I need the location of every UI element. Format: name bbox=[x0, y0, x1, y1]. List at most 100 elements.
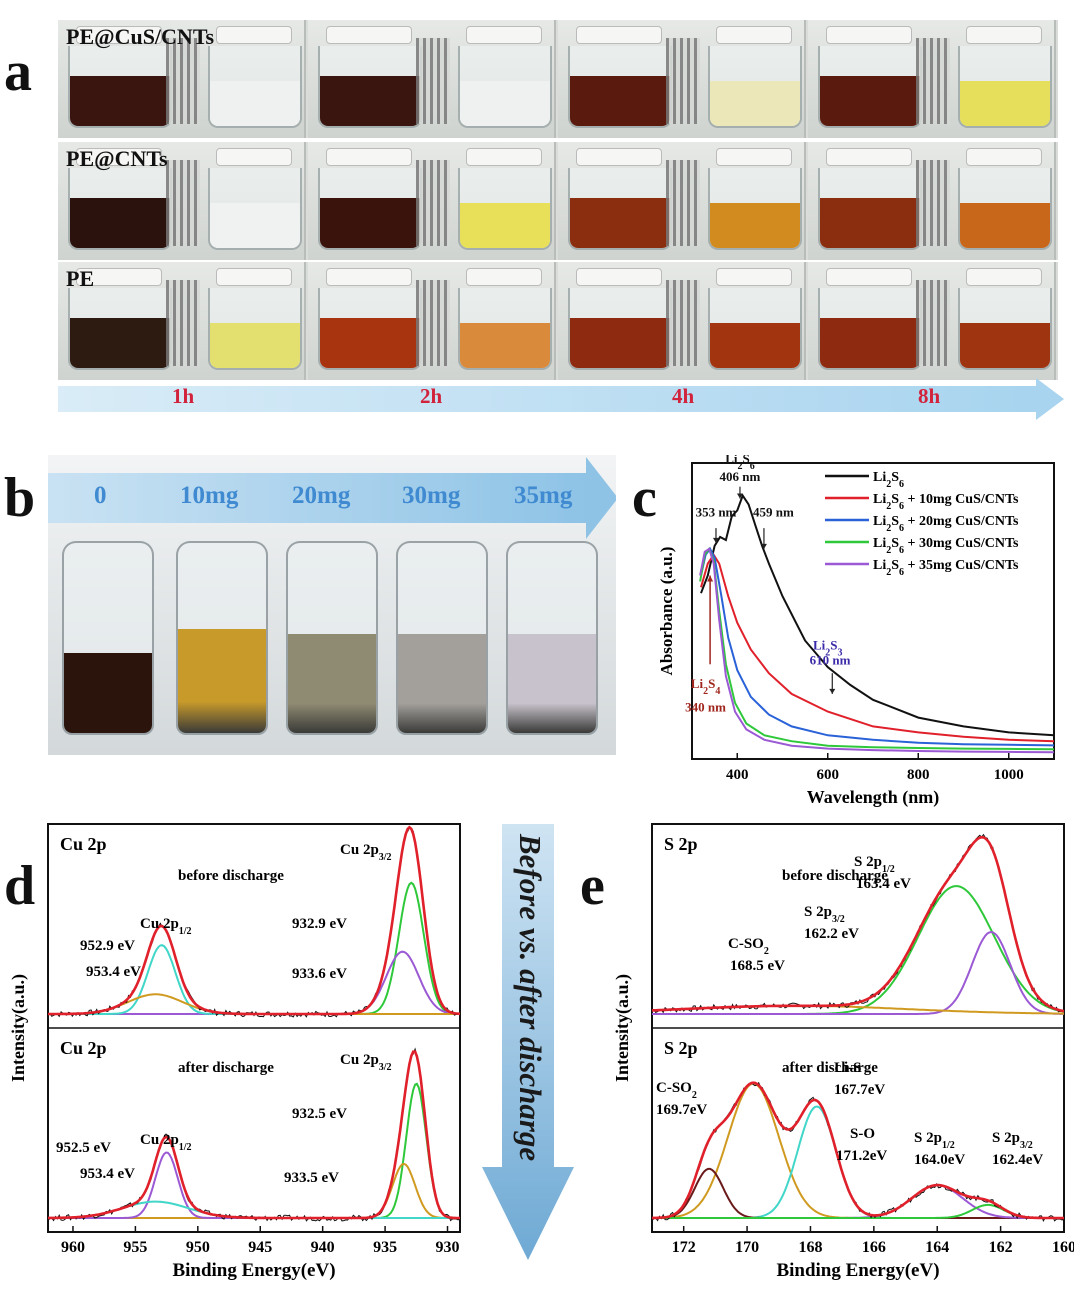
fit-envelope-line bbox=[652, 1081, 1064, 1220]
right-vial-cap bbox=[216, 268, 292, 286]
fit-envelope-line bbox=[651, 835, 1065, 1013]
permeation-cell-1 bbox=[58, 142, 306, 260]
left-vial bbox=[818, 288, 922, 370]
right-vial bbox=[708, 288, 802, 370]
right-vial bbox=[958, 46, 1052, 128]
label-353-nm: 353 nm bbox=[696, 504, 737, 519]
left-vial bbox=[318, 168, 422, 250]
series-line-li2s6-35mg-cus-cnts bbox=[699, 547, 1055, 754]
clamp bbox=[416, 160, 450, 246]
panel-label-e: e bbox=[580, 855, 605, 917]
label-340-nm: 340 nm bbox=[685, 700, 726, 715]
permeation-cell-4 bbox=[808, 142, 1056, 260]
left-vial-liquid bbox=[320, 318, 420, 368]
label-li2s6-20mg-cus-cnts: Li2S6 + 20mg CuS/CNTs bbox=[873, 514, 1019, 534]
right-vial bbox=[708, 46, 802, 128]
right-vial-liquid bbox=[960, 81, 1050, 126]
peak-s-2p1-2-163-4-ev bbox=[652, 885, 1065, 1015]
right-vial bbox=[958, 168, 1052, 250]
permeation-cell-3 bbox=[558, 142, 806, 260]
left-vial-cap bbox=[326, 268, 412, 286]
vial-liquid bbox=[178, 628, 266, 733]
left-vial-cap bbox=[576, 26, 662, 44]
clamp bbox=[666, 38, 700, 124]
left-vial-liquid bbox=[70, 76, 170, 126]
y-axis-label: Absorbance (a.u.) bbox=[657, 547, 676, 676]
y-axis-label: Intensity(a.u.) bbox=[8, 974, 29, 1082]
time-arrow-bar bbox=[58, 386, 1038, 412]
left-vial-cap bbox=[826, 26, 912, 44]
mass-label-10mg: 10mg bbox=[180, 482, 239, 509]
mass-arrow-bar bbox=[48, 473, 588, 523]
photo-row-pe-cnts: PE@CNTs bbox=[58, 142, 1058, 260]
left-vial-liquid bbox=[320, 198, 420, 248]
label-169-7ev: 169.7eV bbox=[656, 1102, 707, 1118]
left-vial bbox=[568, 168, 672, 250]
right-vial-cap bbox=[216, 26, 292, 44]
label-933-5-ev: 933.5 eV bbox=[284, 1170, 339, 1186]
row-label-pe-cus-cnts: PE@CuS/CNTs bbox=[66, 24, 215, 49]
left-vial-liquid bbox=[570, 198, 670, 248]
label-168-5-ev: 168.5 eV bbox=[730, 958, 785, 974]
mass-label-0: 0 bbox=[94, 482, 107, 509]
label-li2s3: Li2S3 bbox=[813, 637, 843, 658]
right-vial-liquid bbox=[710, 203, 800, 248]
peak-cu-2p3-2-933-6-ev bbox=[48, 950, 461, 1015]
photo-row-pe-cus-cnts: PE@CuS/CNTs bbox=[58, 20, 1058, 138]
label-cu-2p: Cu 2p bbox=[60, 1038, 107, 1058]
right-vial-cap bbox=[466, 26, 542, 44]
label-953-4-ev: 953.4 eV bbox=[86, 964, 141, 980]
clamp bbox=[666, 280, 700, 366]
annotation-arrowhead bbox=[760, 543, 767, 549]
x-axis-label: Binding Energy(eV) bbox=[172, 1260, 335, 1281]
y-axis-label: Intensity(a.u.) bbox=[612, 974, 633, 1082]
mass-arrow-head bbox=[586, 457, 616, 539]
left-vial bbox=[318, 46, 422, 128]
series-line-li2s6-30mg-cus-cnts bbox=[699, 546, 1055, 751]
clamp bbox=[916, 38, 950, 124]
label-c-so2: C-SO2 bbox=[728, 936, 769, 957]
label-cu-2p1-2: Cu 2p1/2 bbox=[140, 916, 192, 937]
vial-liquid bbox=[508, 634, 596, 733]
right-vial-cap bbox=[466, 268, 542, 286]
clamp bbox=[416, 280, 450, 366]
label-li2s4: Li2S4 bbox=[691, 676, 721, 697]
left-vial-cap bbox=[826, 148, 912, 166]
right-vial-liquid bbox=[210, 203, 300, 248]
right-vial-cap bbox=[716, 148, 792, 166]
clamp bbox=[166, 280, 200, 366]
label-s-2p: S 2p bbox=[664, 1038, 698, 1058]
left-vial bbox=[568, 288, 672, 370]
left-vial-cap bbox=[76, 148, 162, 166]
fit-envelope-line bbox=[48, 1050, 460, 1220]
label-952-9-ev: 952.9 eV bbox=[80, 938, 135, 954]
label-li2s6: Li2S6 bbox=[873, 470, 904, 490]
right-vial bbox=[958, 288, 1052, 370]
left-vial-liquid bbox=[820, 318, 920, 368]
left-vial-liquid bbox=[570, 318, 670, 368]
label-cu-2p3-2: Cu 2p3/2 bbox=[340, 842, 392, 863]
right-vial-liquid bbox=[210, 323, 300, 368]
right-vial-liquid bbox=[460, 81, 550, 126]
permeation-cell-3 bbox=[558, 20, 806, 138]
vial-10mg bbox=[176, 541, 268, 735]
panel-label-a: a bbox=[4, 41, 32, 103]
label-610-nm: 610 nm bbox=[810, 652, 851, 667]
right-vial bbox=[208, 168, 302, 250]
x-tick-label: 930 bbox=[436, 1239, 460, 1256]
left-vial-liquid bbox=[320, 76, 420, 126]
photo-row-pe: PE bbox=[58, 262, 1058, 380]
right-vial bbox=[458, 46, 552, 128]
permeation-cell-1 bbox=[58, 20, 306, 138]
permeation-cell-2 bbox=[308, 20, 556, 138]
left-vial-cap bbox=[326, 148, 412, 166]
left-vial-liquid bbox=[70, 198, 170, 248]
clamp bbox=[916, 160, 950, 246]
plot-frame bbox=[691, 462, 1055, 760]
label-cu-2p1-2: Cu 2p1/2 bbox=[140, 1132, 192, 1153]
left-vial-liquid bbox=[70, 318, 170, 368]
s-2p-xps-chart: 172 170 168 166 164 162 160 Binding Energy(eV) I… bbox=[612, 823, 1074, 1281]
label-932-9-ev: 932.9 eV bbox=[292, 916, 347, 932]
label-953-4-ev: 953.4 eV bbox=[80, 1166, 135, 1182]
row-label-pe-cnts: PE@CNTs bbox=[66, 146, 168, 171]
